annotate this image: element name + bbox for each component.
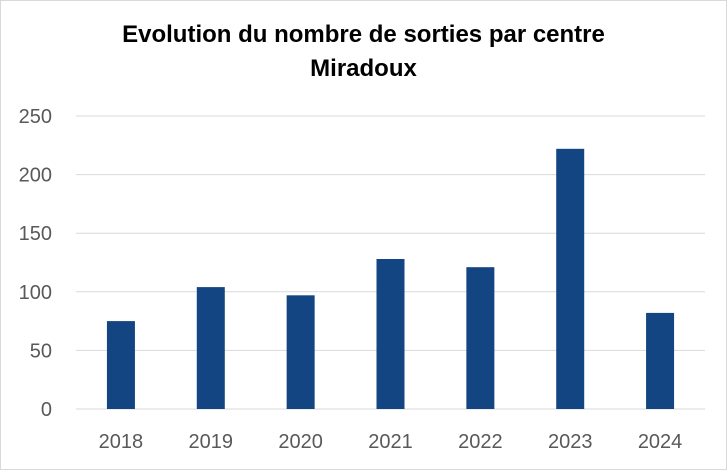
bar-2023 [556,148,585,410]
chart-title-line: Evolution du nombre de sorties par centr… [122,21,605,48]
bars [106,148,675,410]
bar-2024 [646,312,675,409]
x-axis-ticks: 2018 2019 2020 2021 2022 2023 2024 [99,431,683,453]
bar-2018 [106,321,135,409]
bar-2019 [196,287,225,409]
bar-2020 [286,295,315,409]
x-tick-label: 2018 [99,431,144,453]
y-tick-label: 200 [19,165,52,187]
x-tick-label: 2021 [368,431,413,453]
x-tick-label: 2023 [548,431,593,453]
y-axis-ticks: 0 50 100 150 200 250 [19,106,52,421]
x-tick-label: 2022 [458,431,503,453]
x-tick-label: 2019 [189,431,234,453]
y-tick-label: 0 [41,399,52,421]
y-tick-label: 150 [19,223,52,245]
y-tick-label: 100 [19,282,52,304]
y-tick-label: 250 [19,106,52,128]
bar-2022 [466,267,495,409]
chart-subtitle-line: Miradoux [310,55,417,82]
chart-title: Evolution du nombre de sorties par centr… [0,18,727,86]
x-tick-label: 2024 [638,431,683,453]
x-tick-label: 2020 [278,431,323,453]
y-tick-label: 50 [30,340,52,362]
bar-2021 [376,258,405,409]
